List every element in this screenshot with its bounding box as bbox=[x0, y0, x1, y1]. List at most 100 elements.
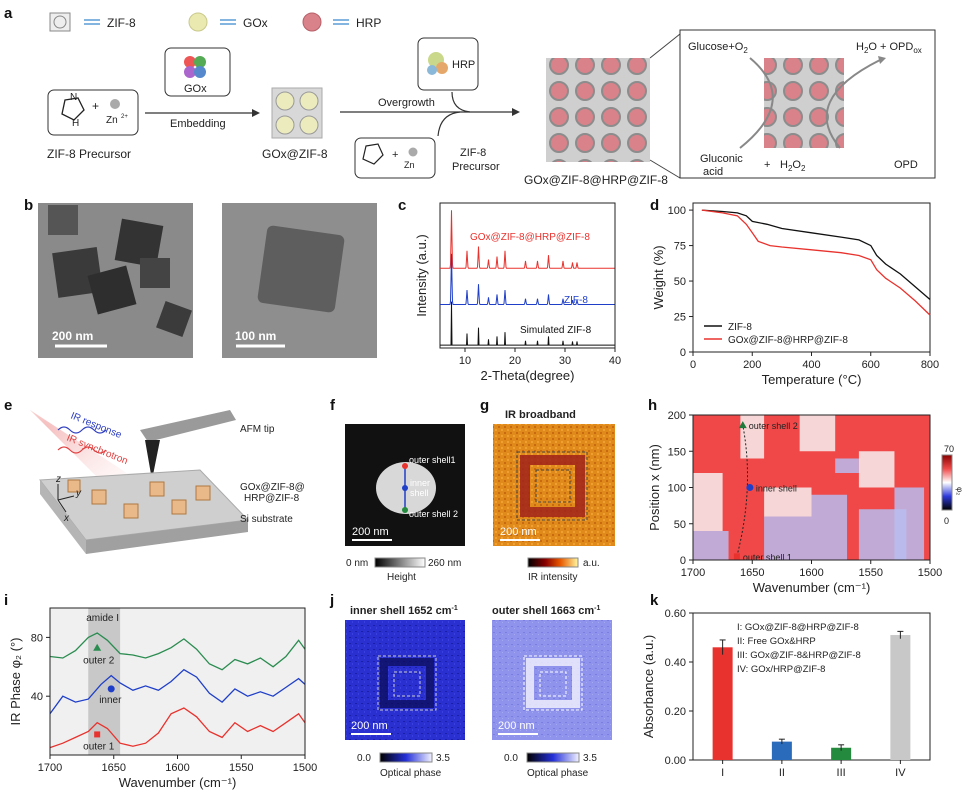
panel-letter-a: a bbox=[4, 5, 13, 22]
panel-j-title-left: inner shell 1652 cm-1 bbox=[350, 605, 458, 617]
heatmap-mid-region bbox=[693, 473, 723, 531]
panel-j: j inner shell 1652 cm-1 outer shell 1663… bbox=[329, 592, 612, 779]
x-tick-label: III bbox=[837, 767, 846, 779]
series-line-2 bbox=[49, 707, 306, 749]
hrp-protein-icon bbox=[427, 52, 448, 75]
y-tick-label: 0.00 bbox=[665, 755, 686, 767]
svg-text:Precursor: Precursor bbox=[452, 161, 500, 173]
legend-entry: II: Free GOx&HRP bbox=[737, 636, 816, 647]
svg-text:Optical phase: Optical phase bbox=[380, 768, 442, 779]
bar-I bbox=[712, 647, 733, 760]
svg-text:2+: 2+ bbox=[121, 114, 128, 120]
marker-inner-shell bbox=[746, 484, 754, 491]
scale-bar-label-b2: 100 nm bbox=[235, 329, 276, 343]
marker-square bbox=[94, 731, 101, 738]
y-tick-label: 100 bbox=[668, 483, 686, 495]
substrate-label: Si substrate bbox=[240, 514, 293, 525]
series-label: Simulated ZIF-8 bbox=[520, 325, 592, 336]
panel-letter-g: g bbox=[480, 397, 489, 414]
gox-zif8-cluster bbox=[271, 87, 323, 139]
svg-text:inner: inner bbox=[410, 478, 430, 488]
panel-letter-b: b bbox=[24, 197, 33, 214]
y-tick-label: 200 bbox=[668, 410, 686, 422]
heatmap-mid-region bbox=[858, 451, 895, 488]
x-tick-label: 400 bbox=[802, 359, 820, 371]
x-tick-label: 1550 bbox=[229, 762, 253, 774]
optical-phase-inner-image bbox=[345, 620, 465, 740]
optical-phase-colorbar-left bbox=[379, 752, 433, 763]
x-tick-label: I bbox=[721, 767, 724, 779]
y-tick-label: 80 bbox=[31, 632, 43, 644]
x-tick-label: 1500 bbox=[293, 762, 317, 774]
series-line-1 bbox=[49, 668, 306, 715]
x-tick-label: 30 bbox=[559, 355, 571, 367]
zinc-ion-icon bbox=[110, 99, 120, 109]
svg-text:IR intensity: IR intensity bbox=[528, 572, 577, 583]
panel-h-heatmap: h 1700 1650 1600 1550 1500 0 50 100 150 200 Wavenu… bbox=[647, 397, 964, 595]
panel-letter-k: k bbox=[650, 592, 659, 609]
heatmap-low-region bbox=[811, 494, 848, 560]
x-tick-label: 1600 bbox=[799, 567, 823, 579]
bar-III bbox=[831, 747, 852, 760]
x-tick-label: 1600 bbox=[165, 762, 189, 774]
legend-zif8: ZIF-8 bbox=[49, 12, 136, 32]
svg-text:Gluconic: Gluconic bbox=[700, 153, 743, 165]
svg-text:H2O + OPDox: H2O + OPDox bbox=[856, 41, 922, 55]
legend-label: GOx@ZIF-8@HRP@ZIF-8 bbox=[728, 335, 848, 346]
annotation-label: outer shell 1 bbox=[743, 552, 792, 562]
panel-f: f outer shell1 inner shell outer shell 2… bbox=[330, 397, 465, 583]
gox-protein-icon bbox=[184, 56, 206, 78]
panel-g: g IR broadband 200 nm a.u. IR intensity bbox=[480, 397, 615, 583]
panel-letter-e: e bbox=[4, 397, 12, 414]
y-tick-label: 75 bbox=[674, 241, 686, 253]
legend-label-zif8: ZIF-8 bbox=[107, 16, 136, 30]
colorbar-max: 70 bbox=[944, 444, 954, 454]
y-axis-label: Intensity (a.u.) bbox=[414, 234, 429, 316]
y-tick-label: 40 bbox=[31, 691, 43, 703]
heatmap-mid-region bbox=[799, 415, 836, 452]
afm-tip-icon bbox=[145, 440, 160, 480]
svg-text:N: N bbox=[70, 92, 77, 103]
ir-response-wave bbox=[57, 426, 107, 434]
panel-letter-d: d bbox=[650, 197, 659, 214]
svg-text:200 nm: 200 nm bbox=[352, 526, 389, 538]
x-tick-label: 600 bbox=[862, 359, 880, 371]
panel-c-xrd-chart: c 10 20 30 40 2-Theta(degree) Intensity (a.u.… bbox=[398, 197, 621, 383]
series-line-2 bbox=[440, 301, 615, 346]
x-tick-label: 20 bbox=[509, 355, 521, 367]
heatmap-mid-region bbox=[764, 487, 812, 517]
panel-letter-j: j bbox=[329, 592, 334, 609]
x-axis-label: Temperature (°C) bbox=[762, 372, 862, 387]
panel-j-title-right: outer shell 1663 cm-1 bbox=[492, 605, 600, 617]
svg-text:Optical phase: Optical phase bbox=[527, 768, 589, 779]
series-line-1 bbox=[701, 209, 931, 316]
heatmap-low-region bbox=[764, 516, 812, 560]
svg-text:H2O2: H2O2 bbox=[780, 159, 806, 173]
y-tick-label: 150 bbox=[668, 446, 686, 458]
series-line-1 bbox=[440, 253, 615, 305]
svg-text:3.5: 3.5 bbox=[436, 753, 450, 764]
panel-letter-h: h bbox=[648, 397, 657, 414]
svg-text:200 nm: 200 nm bbox=[498, 720, 535, 732]
y-tick-label: 0.40 bbox=[665, 657, 686, 669]
sample-cubes bbox=[67, 479, 211, 519]
x-tick-label: 0 bbox=[690, 359, 696, 371]
marker-outer-shell-1 bbox=[733, 553, 740, 560]
legend-label-gox: GOx bbox=[243, 16, 268, 30]
plot-frame bbox=[692, 612, 931, 761]
svg-text:H: H bbox=[72, 118, 79, 129]
x-tick-label: 40 bbox=[609, 355, 621, 367]
legend-label-hrp: HRP bbox=[356, 16, 381, 30]
height-colorbar bbox=[374, 557, 426, 568]
svg-text:HRP: HRP bbox=[452, 59, 475, 71]
svg-text:0.0: 0.0 bbox=[504, 753, 518, 764]
svg-text:Height: Height bbox=[387, 572, 416, 583]
x-tick-label: 800 bbox=[921, 359, 939, 371]
x-tick-label: 1700 bbox=[681, 567, 705, 579]
svg-text:GOx@ZIF-8@: GOx@ZIF-8@ bbox=[240, 482, 305, 493]
y-tick-label: 0 bbox=[680, 555, 686, 567]
svg-text:outer shell 2: outer shell 2 bbox=[409, 509, 458, 519]
x-tick-label: 1650 bbox=[740, 567, 764, 579]
